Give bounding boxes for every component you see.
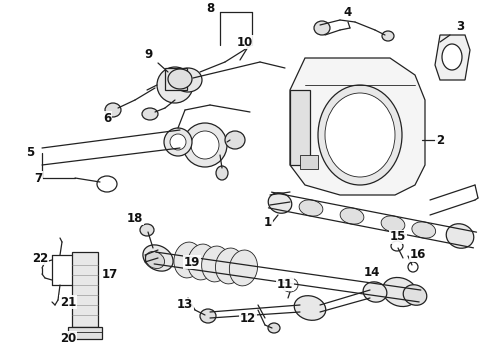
Bar [290,90,310,165]
Ellipse shape [382,278,417,306]
Ellipse shape [299,200,323,216]
Text: 6: 6 [103,112,111,125]
Ellipse shape [168,69,192,89]
Ellipse shape [216,248,244,284]
Ellipse shape [391,241,403,251]
Ellipse shape [340,208,364,224]
Ellipse shape [200,309,216,323]
Text: 15: 15 [390,230,406,243]
Bar [68,327,102,339]
Ellipse shape [191,131,219,159]
Ellipse shape [268,193,292,213]
Ellipse shape [146,251,165,269]
Ellipse shape [294,296,326,320]
Text: 14: 14 [364,266,380,279]
Ellipse shape [157,67,193,103]
Text: 7: 7 [34,171,42,184]
Text: 17: 17 [102,267,118,280]
Ellipse shape [446,224,474,248]
Text: 12: 12 [240,311,256,324]
Ellipse shape [403,285,427,305]
Text: 9: 9 [144,49,152,62]
Text: 20: 20 [60,332,76,345]
Text: 19: 19 [184,256,200,269]
Ellipse shape [188,244,216,280]
Ellipse shape [412,222,436,238]
Ellipse shape [164,128,192,156]
Text: 18: 18 [127,211,143,225]
Ellipse shape [318,85,402,185]
Text: 10: 10 [237,36,253,49]
Ellipse shape [314,21,330,35]
Ellipse shape [97,176,117,192]
Text: 22: 22 [32,252,48,265]
Bar [165,68,187,90]
Ellipse shape [105,103,121,117]
Ellipse shape [140,224,154,236]
Ellipse shape [325,93,395,177]
Text: 1: 1 [264,216,272,229]
Polygon shape [290,58,425,195]
Ellipse shape [143,245,173,271]
Ellipse shape [442,44,462,70]
Text: 11: 11 [277,278,293,291]
Text: 5: 5 [26,147,34,159]
Ellipse shape [201,246,230,282]
Ellipse shape [142,108,158,120]
Ellipse shape [229,250,258,286]
Ellipse shape [382,31,394,41]
Polygon shape [435,35,470,80]
Bar [72,252,98,327]
Text: 13: 13 [177,298,193,311]
Ellipse shape [174,242,202,278]
Ellipse shape [408,262,418,272]
Text: 2: 2 [436,134,444,147]
Text: 4: 4 [344,5,352,18]
Ellipse shape [381,216,405,232]
Bar [300,155,318,169]
Text: 16: 16 [410,248,426,261]
Ellipse shape [174,68,202,92]
Ellipse shape [170,134,186,150]
Ellipse shape [268,323,280,333]
Ellipse shape [183,123,227,167]
Ellipse shape [216,166,228,180]
Ellipse shape [282,278,298,292]
Text: 3: 3 [456,21,464,33]
Text: 8: 8 [206,1,214,14]
Ellipse shape [225,131,245,149]
Ellipse shape [363,282,387,302]
Text: 21: 21 [60,296,76,309]
